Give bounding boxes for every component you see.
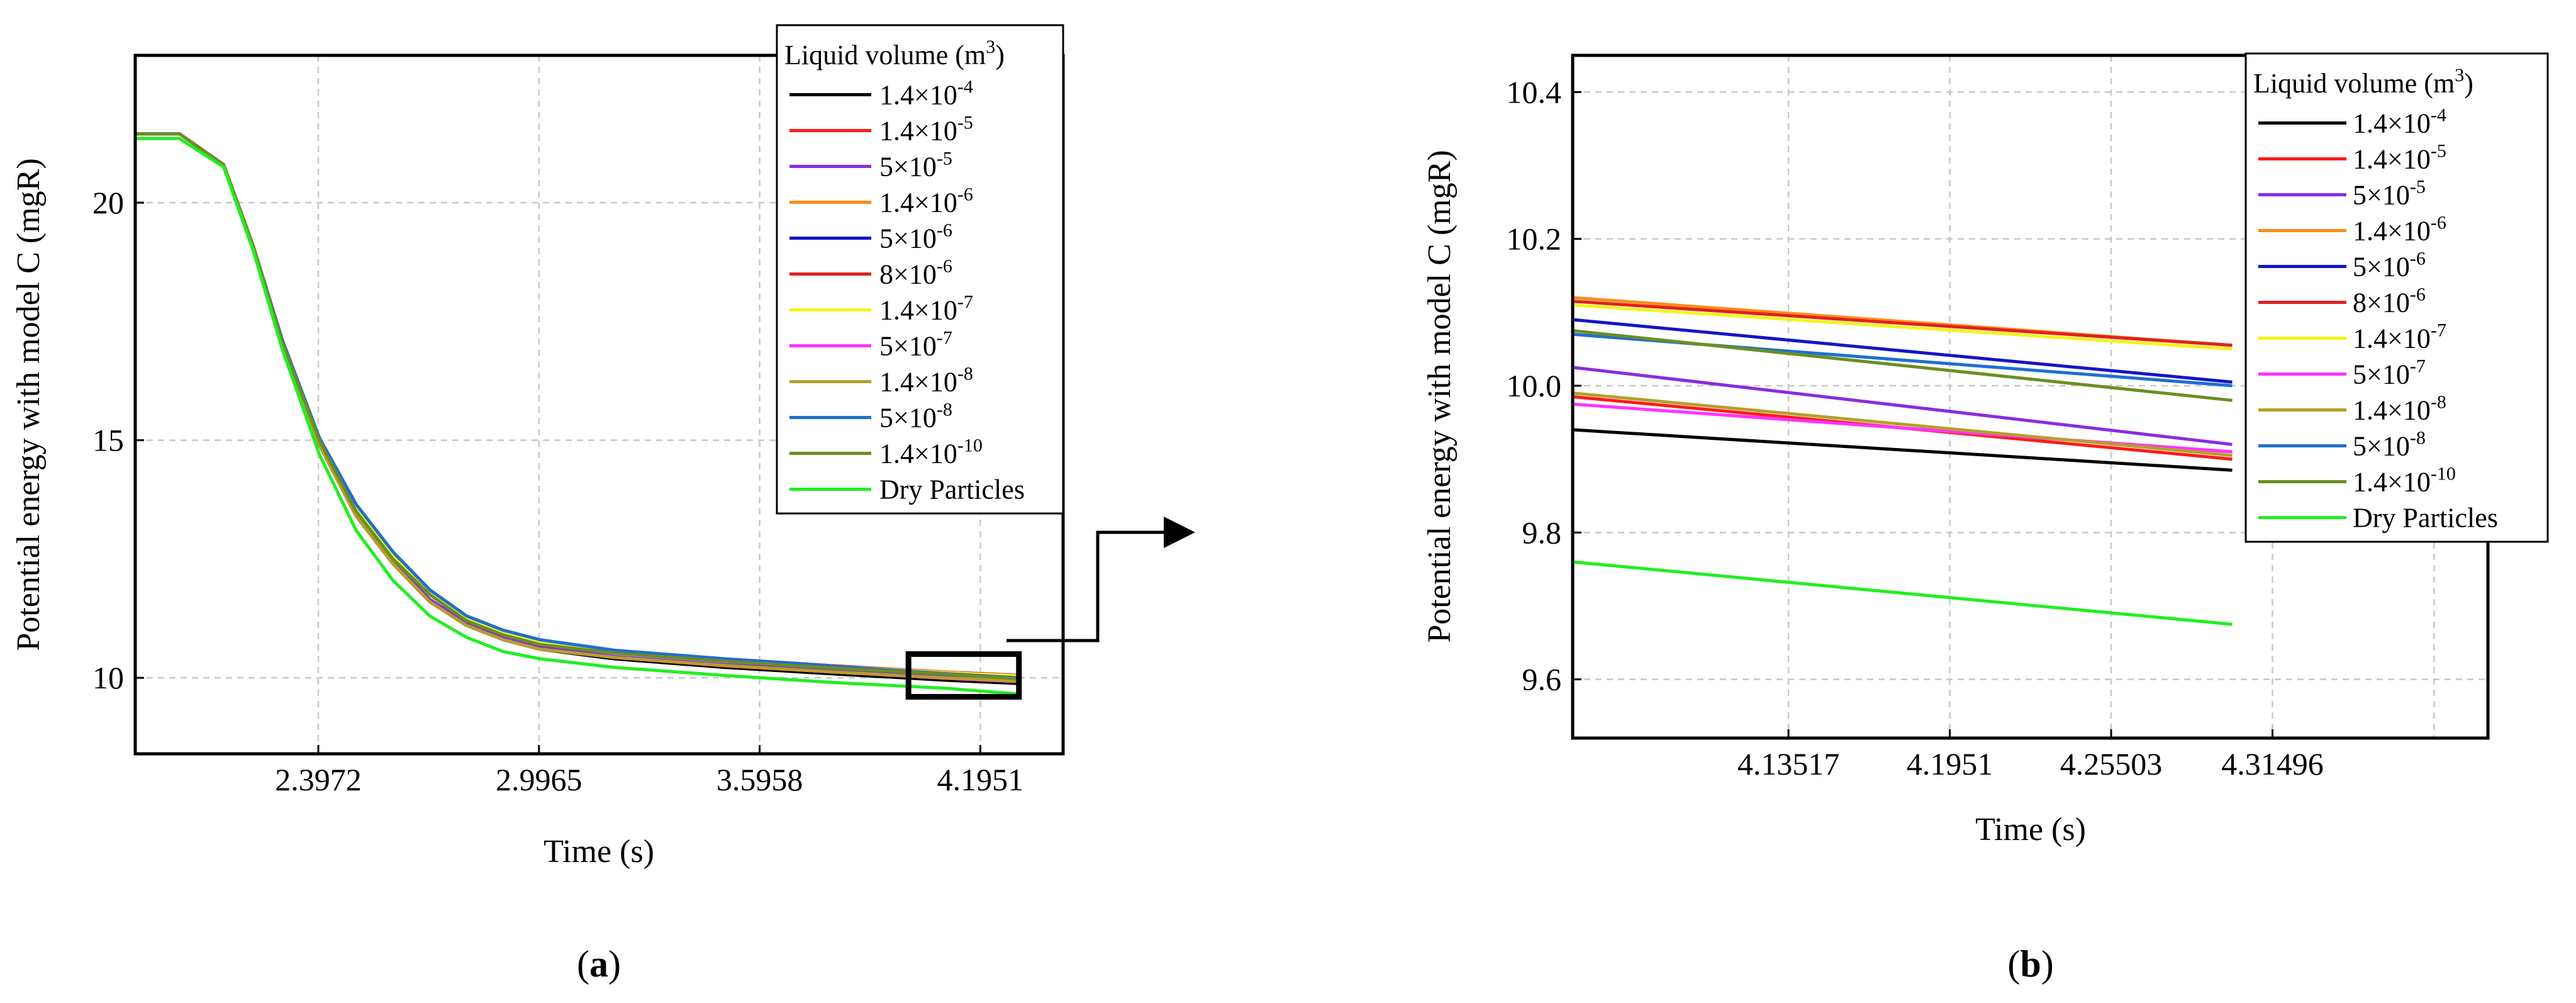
legend-item-exponent: -4 bbox=[2431, 105, 2446, 126]
series-line bbox=[1573, 366, 2233, 446]
panel-a-series bbox=[135, 132, 1019, 696]
panel-b-ylabel: Potential energy with model C (mgR) bbox=[1422, 150, 1458, 642]
legend-title-exponent: 3 bbox=[986, 36, 995, 57]
panel-b-caption: (b) bbox=[2007, 943, 2053, 985]
legend-item-exponent: -10 bbox=[2431, 464, 2456, 485]
ytick-label: 10.0 bbox=[1507, 368, 1562, 403]
legend-item-exponent: -10 bbox=[957, 435, 983, 456]
xtick-label: 4.31496 bbox=[2221, 746, 2324, 782]
legend-box bbox=[776, 24, 1064, 515]
legend-item-exponent: -8 bbox=[2410, 428, 2426, 449]
panel-a-legend: Liquid volume (m3)1.4×10-41.4×10-55×10-5… bbox=[776, 24, 1064, 515]
legend-title: Liquid volume (m3) bbox=[2253, 65, 2473, 99]
legend-item-exponent: -7 bbox=[957, 292, 973, 313]
legend-title-exponent: 3 bbox=[2455, 65, 2464, 86]
ytick-label: 9.6 bbox=[1522, 662, 1562, 697]
series-line bbox=[135, 137, 1019, 696]
legend-item-exponent: -7 bbox=[937, 328, 952, 349]
series-line bbox=[1573, 303, 2233, 351]
zoom-connector-arrow bbox=[1006, 517, 1195, 642]
legend-item-exponent: -6 bbox=[957, 184, 973, 205]
panel-b-chart: 4.13517 4.1951 4.25503 4.31496 9.6 9.8 10.0 10.… bbox=[1422, 52, 2549, 985]
xtick-label: 2.3972 bbox=[275, 762, 362, 797]
ytick-label: 10.4 bbox=[1507, 74, 1562, 109]
panel-a-ticks: 2.3972 2.9965 3.5958 4.1951 10 15 20 bbox=[92, 185, 1023, 797]
legend-item-label: Dry Particles bbox=[2353, 503, 2498, 534]
legend-item-label: 1.4×10-6 bbox=[879, 184, 973, 218]
series-line bbox=[1573, 428, 2233, 472]
series-line bbox=[1573, 391, 2233, 457]
ytick-label: 9.8 bbox=[1522, 515, 1562, 550]
series-line bbox=[1573, 318, 2233, 384]
xtick-label: 4.1951 bbox=[937, 762, 1024, 797]
legend-item-label: 1.4×10-4 bbox=[879, 77, 973, 111]
panel-b-legend: Liquid volume (m3)1.4×10-41.4×10-55×10-5… bbox=[2244, 52, 2549, 543]
panel-b-series bbox=[1573, 296, 2233, 626]
ytick-label: 10 bbox=[92, 660, 124, 695]
xtick-label: 4.13517 bbox=[1737, 746, 1840, 782]
ytick-label: 10.2 bbox=[1507, 221, 1562, 257]
panel-b-xlabel: Time (s) bbox=[1975, 812, 2086, 848]
legend-item-exponent: -8 bbox=[957, 364, 973, 384]
legend-item-exponent: -7 bbox=[2431, 320, 2446, 341]
ytick-label: 15 bbox=[92, 423, 124, 458]
panel-a-caption: (a) bbox=[577, 943, 621, 985]
legend-item-exponent: -5 bbox=[2431, 141, 2446, 162]
legend-item-label: 1.4×10-8 bbox=[2353, 392, 2446, 426]
legend-item-exponent: -5 bbox=[957, 113, 973, 133]
legend-item-label: Dry Particles bbox=[879, 474, 1025, 505]
xtick-label: 4.25503 bbox=[2060, 746, 2163, 782]
legend-box bbox=[2244, 52, 2549, 543]
xtick-label: 4.1951 bbox=[1907, 746, 1993, 782]
xtick-label: 3.5958 bbox=[716, 762, 803, 797]
legend-item-exponent: -8 bbox=[2431, 392, 2446, 413]
ytick-label: 20 bbox=[92, 185, 124, 220]
legend-item-exponent: -7 bbox=[2410, 356, 2426, 377]
legend-item-exponent: -6 bbox=[937, 256, 952, 277]
legend-item-label: 5×10-5 bbox=[879, 148, 952, 182]
panel-a-ylabel: Potential energy with model C (mgR) bbox=[11, 158, 47, 651]
legend-item-exponent: -8 bbox=[937, 400, 952, 420]
panel-b-ticks: 4.13517 4.1951 4.25503 4.31496 9.6 9.8 10.0 10.… bbox=[1507, 74, 2324, 782]
panel-a-zoom-box bbox=[905, 651, 1022, 700]
legend-item-exponent: -6 bbox=[2410, 284, 2426, 305]
series-line bbox=[1573, 560, 2233, 626]
panel-a-caption-letter: a bbox=[589, 943, 608, 985]
legend-item-exponent: -6 bbox=[937, 220, 952, 241]
legend-item-exponent: -6 bbox=[2431, 213, 2446, 233]
xtick-label: 2.9965 bbox=[496, 762, 583, 797]
legend-item-exponent: -5 bbox=[2410, 177, 2426, 198]
series-line bbox=[1573, 329, 2233, 402]
panel-a-xlabel: Time (s) bbox=[544, 834, 654, 870]
series-line bbox=[1573, 300, 2233, 347]
panel-b-caption-letter: b bbox=[2020, 943, 2041, 985]
legend-item-exponent: -6 bbox=[2410, 249, 2426, 269]
legend-item-exponent: -4 bbox=[957, 77, 973, 98]
legend-item-exponent: -5 bbox=[937, 148, 952, 169]
legend-title: Liquid volume (m3) bbox=[784, 36, 1005, 70]
